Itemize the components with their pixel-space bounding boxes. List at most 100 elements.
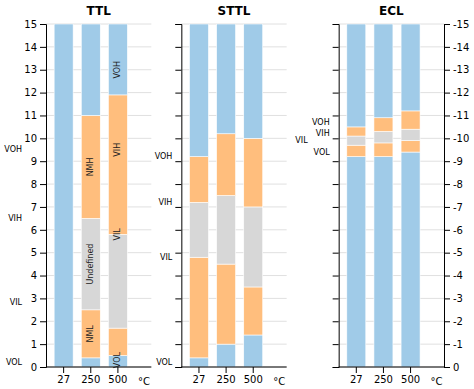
tick [175, 115, 181, 116]
tick [333, 230, 339, 231]
tick-label: -10 [453, 133, 469, 144]
tick-mark [410, 367, 411, 373]
tick-mark [333, 298, 339, 299]
bars [189, 24, 262, 367]
tick-mark [175, 253, 181, 254]
tick-label: 1 [31, 339, 37, 350]
annotation: VIH [8, 214, 22, 223]
tick [333, 184, 339, 185]
bar-segment [217, 344, 236, 367]
annotation: VOH [312, 118, 330, 127]
tick-mark [40, 253, 46, 254]
tick [333, 298, 339, 299]
bar-segment [189, 358, 208, 367]
axis-line [339, 367, 444, 368]
tick: 10 [24, 133, 46, 144]
bar-segment [54, 24, 73, 367]
grid-line [46, 367, 151, 368]
bar-segment [81, 24, 100, 115]
bar-segment [244, 335, 263, 367]
tick-mark [444, 93, 450, 94]
tick: 12 [24, 87, 46, 98]
axis-line [181, 367, 286, 368]
tick-label: 250 [81, 374, 100, 385]
tick [175, 344, 181, 345]
tick: 6 [31, 225, 46, 236]
bar-segment [401, 111, 420, 129]
tick: 7 [31, 202, 46, 213]
tick: -8 [444, 179, 463, 190]
tick [333, 115, 339, 116]
x-axis-label: °C [273, 376, 285, 387]
tick-label: -1 [453, 339, 463, 350]
panel: 012345678910111213141527250500°CTTLVOHVI… [4, 4, 151, 387]
tick-mark [40, 184, 46, 185]
y-axis: 0123456789101112131415 [24, 19, 46, 373]
tick: -4 [444, 270, 463, 281]
grid-line [181, 367, 286, 368]
bar-segment [108, 95, 127, 234]
tick-mark [175, 115, 181, 116]
annotation: VIL [160, 253, 173, 262]
tick-mark [444, 321, 450, 322]
tick-label: 11 [24, 110, 37, 121]
tick-label: 13 [24, 64, 37, 75]
tick-mark [444, 115, 450, 116]
tick-mark [333, 70, 339, 71]
bar-segment [347, 136, 366, 145]
bar-segment [108, 24, 127, 95]
tick-mark [40, 161, 46, 162]
tick: -7 [444, 202, 463, 213]
tick-mark [175, 138, 181, 139]
bar-segment [217, 24, 236, 134]
tick-mark [333, 230, 339, 231]
bar-segment [244, 138, 263, 207]
tick [333, 207, 339, 208]
tick [175, 138, 181, 139]
tick [333, 321, 339, 322]
tick: -10 [444, 133, 469, 144]
tick-mark [175, 93, 181, 94]
annotation: VIH [316, 129, 330, 138]
tick: 27 [193, 367, 206, 385]
tick: -6 [444, 225, 463, 236]
tick-mark [40, 115, 46, 116]
tick: 15 [24, 19, 46, 30]
tick-label: 9 [31, 156, 37, 167]
y-axis [175, 25, 182, 368]
bar-segment [189, 24, 208, 157]
bar-segment [401, 141, 420, 152]
tick: 11 [24, 110, 46, 121]
tick-mark [444, 70, 450, 71]
tick-mark [198, 367, 199, 373]
tick-mark [40, 321, 46, 322]
tick-label: 500 [244, 374, 263, 385]
tick: -14 [444, 42, 469, 53]
tick-label: 14 [24, 42, 37, 53]
tick-mark [175, 344, 181, 345]
tick: 250 [374, 367, 393, 385]
axis-line [40, 25, 47, 368]
annotation: VOL [113, 352, 122, 369]
tick-label: 27 [57, 374, 70, 385]
grid-line [339, 367, 444, 368]
tick [333, 93, 339, 94]
bar-segment [347, 145, 366, 156]
tick: -5 [444, 247, 463, 258]
tick-label: 6 [31, 225, 37, 236]
bar-segment [401, 152, 420, 367]
tick-mark [333, 24, 339, 25]
annotation: VIL [113, 228, 122, 241]
tick-mark [356, 367, 357, 373]
bar-segment [244, 24, 263, 138]
bar-segment [244, 207, 263, 287]
tick-mark [40, 47, 46, 48]
bar-segment [81, 218, 100, 309]
annotation: NMH [86, 157, 95, 176]
tick-label: -4 [453, 270, 463, 281]
annotation: VIH [113, 143, 122, 157]
tick [333, 138, 339, 139]
annotation: VOL [156, 358, 173, 367]
tick-mark [253, 367, 254, 373]
bar-segment [81, 115, 100, 218]
